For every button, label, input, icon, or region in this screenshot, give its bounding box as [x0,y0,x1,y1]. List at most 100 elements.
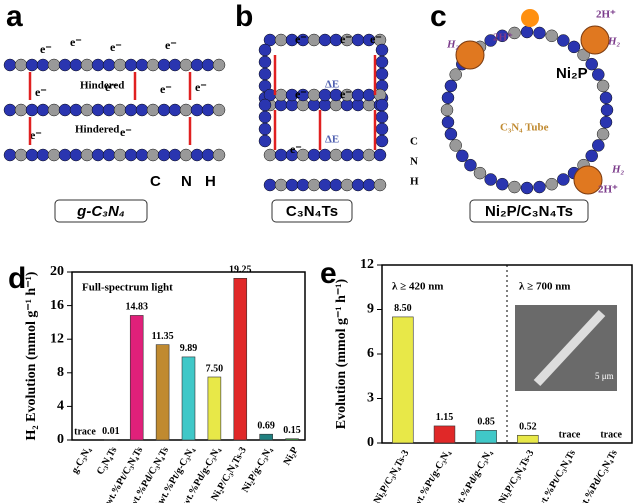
atom [592,68,605,81]
ni2p-particle [580,25,610,55]
x-tick-label: 1wt.%Pt/g-C₃N₄ [409,448,453,503]
atom [520,25,534,39]
atom [124,58,138,72]
note: 2H⁺ [598,184,618,196]
y-axis-label: H₂ Evolution (mmol g⁻¹ h⁻¹) [24,271,39,440]
caption-box [271,199,353,223]
atom [258,55,272,69]
electron: e⁻ [340,87,352,101]
atom [157,103,171,117]
note: 2H⁺ [596,9,616,21]
atom [47,148,61,162]
note: H₂ [611,164,625,176]
note: Ni₂P [556,65,588,82]
atom [375,43,389,57]
atom [329,178,343,192]
y-tick-label: 9 [367,302,374,317]
atom [557,173,570,186]
atom [340,148,354,162]
atom [599,91,613,105]
atom [444,79,458,93]
x-tick-label: Ni₂P/C₃N₄Ts-3 [372,448,412,503]
x-tick-label: g-C₃N₄ [70,445,94,475]
note: ΔE [325,134,339,146]
atom [157,58,171,72]
atom [212,103,226,117]
y-tick-label: 0 [367,435,374,450]
atom [179,58,193,72]
atom [258,67,272,81]
atom [362,178,376,192]
atom [135,103,149,117]
scale-bar-label: 5 μm [595,371,614,381]
electron: e⁻ [120,125,132,139]
atom [496,177,509,191]
atom [3,58,17,72]
bar [129,315,144,441]
atom [508,26,521,40]
atom [3,148,17,162]
atom [263,148,277,162]
atom [25,148,39,162]
value-label: 14.83 [125,302,148,313]
atom [102,148,116,162]
caption: Ni₂P/C₃N₄Ts [485,203,573,220]
electron: e⁻ [195,80,207,94]
note: H₂ [607,36,621,48]
atom [258,122,272,136]
atom [441,91,455,105]
atom [318,148,332,162]
annotation: λ ≥ 700 nm [519,281,570,293]
note: ΔE [325,79,339,91]
atom [274,148,288,162]
x-tick-label: 1wt.%Pt/C₃N₄Ts [533,448,578,503]
atom [464,158,477,172]
atom [296,178,310,192]
value-label: 7.50 [206,363,224,374]
panel-letter: d [8,262,26,295]
atom [168,148,182,162]
x-tick-label: 3wt.%Pd/C₃N₄Ts [574,448,620,503]
atom [113,103,127,117]
value-label: 0.85 [477,417,495,428]
bar [155,344,170,441]
atom [25,58,39,72]
atom [212,148,226,162]
bar [233,277,248,441]
atom [567,40,581,54]
atom [484,173,497,186]
bar [433,425,456,444]
atom [124,148,138,162]
atom [375,110,389,124]
atom [263,178,277,192]
legend: N [181,173,192,190]
value-label: 0.01 [102,426,120,437]
legend: H [410,176,419,188]
value-label: 9.89 [180,343,198,354]
atom [545,29,558,43]
y-tick-label: 12 [360,257,374,272]
atom [307,148,321,162]
atom [375,55,389,69]
atom [362,88,376,102]
bar [475,430,497,444]
atom [102,58,116,72]
atom [473,166,487,180]
y-tick-label: 8 [57,365,64,380]
atom [146,103,160,117]
ni2p-particle [573,165,603,195]
caption-box [54,199,148,223]
y-tick-label: 20 [50,264,64,279]
atom [58,103,72,117]
atom [307,178,321,192]
atom [179,103,193,117]
atom [146,148,160,162]
y-tick-label: 12 [50,331,64,346]
atom [592,139,605,152]
atom [190,58,204,72]
atom [3,103,17,117]
atom [508,180,521,194]
atom [14,103,28,117]
electron: e⁻ [105,80,117,94]
atom [201,58,215,72]
